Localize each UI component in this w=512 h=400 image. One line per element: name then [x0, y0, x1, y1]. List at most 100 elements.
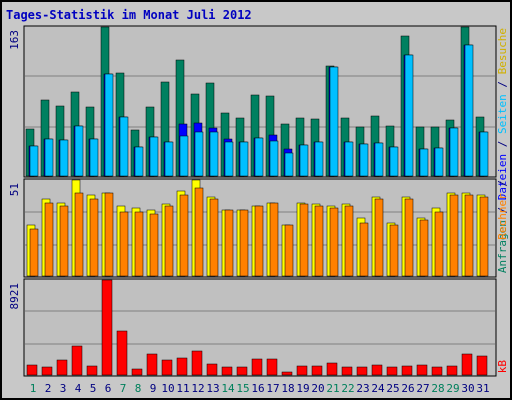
day-tick-label: 15 — [236, 382, 249, 395]
bar-seiten — [179, 135, 189, 177]
middle-y-max-label: 51 — [8, 183, 21, 196]
day-tick-label: 27 — [416, 382, 429, 395]
legend-label: kB — [496, 360, 509, 374]
bar-rechner — [29, 228, 39, 277]
legend-label: Besuche — [496, 28, 509, 74]
bar-kb — [101, 279, 113, 376]
bar-seiten — [254, 137, 264, 177]
bar-seiten — [449, 127, 459, 177]
bar-rechner — [464, 194, 474, 277]
bar-kb — [326, 362, 338, 376]
bar-rechner — [479, 196, 489, 277]
bar-rechner — [119, 211, 129, 277]
bar-kb — [26, 364, 38, 376]
bar-rechner — [74, 192, 84, 277]
day-tick-label: 28 — [431, 382, 444, 395]
bar-rechner — [209, 198, 219, 277]
day-tick-label: 12 — [191, 382, 204, 395]
bar-seiten — [314, 141, 324, 177]
bar-rechner — [179, 194, 189, 277]
bar-kb — [56, 359, 68, 376]
day-tick-label: 6 — [105, 382, 112, 395]
bar-rechner — [359, 222, 369, 277]
bar-kb — [191, 350, 203, 376]
legend-top: Anfragen / Dateien / Seiten / Besuche — [496, 28, 509, 273]
bar-kb — [341, 366, 353, 376]
bar-seiten — [434, 147, 444, 177]
bar-kb — [146, 353, 158, 376]
bar-kb — [431, 366, 443, 376]
day-tick-label: 5 — [90, 382, 97, 395]
bar-kb — [176, 357, 188, 376]
bar-kb — [161, 359, 173, 376]
bar-kb — [71, 345, 83, 376]
bar-rechner — [194, 187, 204, 277]
bar-kb — [206, 363, 218, 376]
chart-title: Tages-Statistik im Monat Juli 2012 — [6, 8, 252, 22]
bar-seiten — [119, 116, 129, 177]
bar-seiten — [284, 152, 294, 177]
bar-kb — [461, 353, 473, 376]
day-tick-label: 30 — [461, 382, 474, 395]
bar-seiten — [389, 146, 399, 177]
bar-rechner — [164, 205, 174, 277]
bar-rechner — [419, 219, 429, 277]
middle-panel: 51 — [8, 178, 497, 278]
bar-seiten — [479, 131, 489, 177]
day-tick-label: 3 — [60, 382, 67, 395]
day-tick-label: 22 — [341, 382, 354, 395]
day-tick-label: 23 — [356, 382, 369, 395]
legend-label: Anfragen — [496, 220, 509, 273]
day-tick-label: 1 — [30, 382, 37, 395]
day-tick-label: 18 — [281, 382, 294, 395]
bar-kb — [311, 365, 323, 376]
day-tick-label: 2 — [45, 382, 52, 395]
day-tick-label: 20 — [311, 382, 324, 395]
legend-label: Seiten — [496, 94, 509, 134]
bar-seiten — [29, 145, 39, 177]
day-tick-label: 17 — [266, 382, 279, 395]
legend-middle: Rechner / — [496, 180, 509, 240]
bar-kb — [476, 355, 488, 376]
day-tick-label: 8 — [135, 382, 142, 395]
bar-rechner — [344, 205, 354, 277]
top-panel: 163 — [8, 25, 497, 178]
bar-seiten — [464, 44, 474, 177]
day-tick-label: 24 — [371, 382, 385, 395]
bar-rechner — [89, 198, 99, 277]
bar-rechner — [254, 205, 264, 277]
bar-kb — [296, 365, 308, 376]
bar-rechner — [44, 202, 54, 277]
bar-rechner — [239, 209, 249, 277]
bar-seiten — [164, 141, 174, 177]
bar-rechner — [149, 213, 159, 277]
bottom-panel: 8921 — [8, 278, 497, 377]
bar-seiten — [344, 141, 354, 177]
bar-seiten — [44, 138, 54, 177]
bar-seiten — [269, 140, 279, 177]
bar-kb — [221, 366, 233, 376]
bar-rechner — [389, 224, 399, 277]
bar-seiten — [209, 131, 219, 177]
day-tick-label: 10 — [161, 382, 174, 395]
bar-kb — [116, 330, 128, 376]
bar-rechner — [449, 194, 459, 277]
top-y-max-label: 163 — [8, 30, 21, 50]
bar-rechner — [434, 211, 444, 277]
bar-seiten — [134, 146, 144, 177]
bar-kb — [371, 364, 383, 376]
day-tick-label: 26 — [401, 382, 414, 395]
bar-rechner — [59, 205, 69, 277]
bar-rechner — [104, 192, 114, 277]
day-tick-label: 7 — [120, 382, 127, 395]
bar-rechner — [284, 224, 294, 277]
bar-rechner — [374, 198, 384, 277]
bar-kb — [446, 365, 458, 376]
day-tick-label: 29 — [446, 382, 459, 395]
day-tick-label: 9 — [150, 382, 157, 395]
bar-seiten — [104, 73, 114, 177]
day-tick-label: 13 — [206, 382, 219, 395]
legend-label: / — [496, 134, 509, 154]
bar-kb — [86, 365, 98, 376]
